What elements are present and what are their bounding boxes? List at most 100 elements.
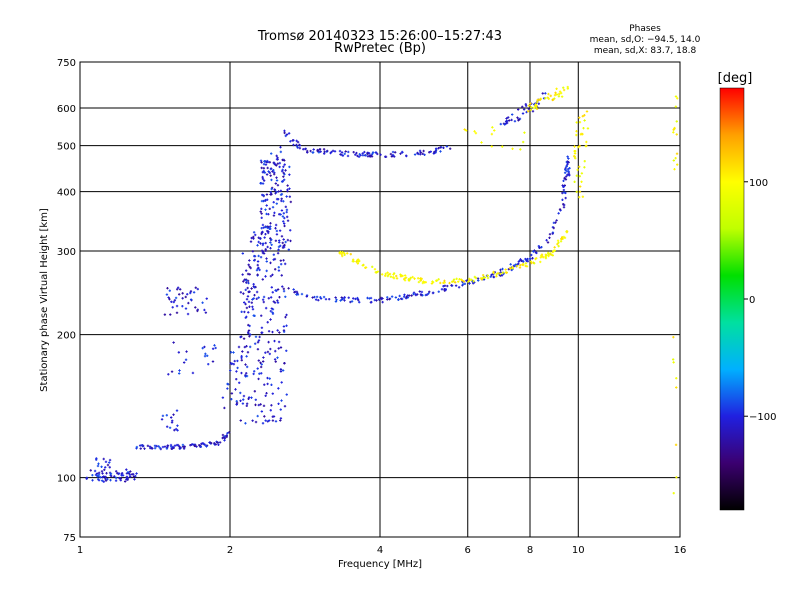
- data-point-x-mode: [583, 119, 586, 122]
- data-point-o-mode: [400, 150, 404, 154]
- data-point-o-mode: [405, 295, 408, 299]
- data-point-o-mode: [189, 291, 192, 295]
- data-point-o-mode: [322, 152, 326, 155]
- data-point-o-mode: [274, 360, 277, 363]
- data-point-o-mode: [285, 208, 289, 212]
- data-point-o-mode: [169, 443, 173, 447]
- data-point-x-mode: [676, 97, 679, 100]
- data-point-o-mode: [318, 148, 322, 151]
- data-point-o-mode: [265, 193, 269, 196]
- data-point-o-mode: [465, 279, 468, 282]
- data-point-o-mode: [566, 163, 569, 166]
- data-point-o-mode: [317, 151, 321, 154]
- data-point-o-mode: [184, 295, 187, 299]
- data-point-x-mode: [490, 132, 494, 136]
- data-point-o-mode: [379, 153, 382, 156]
- data-point-o-mode: [260, 207, 263, 211]
- data-point-o-mode: [555, 219, 558, 222]
- data-point-o-mode: [548, 232, 552, 236]
- data-point-o-mode: [389, 152, 393, 156]
- data-point-o-mode: [269, 225, 272, 228]
- data-point-x-mode: [559, 240, 563, 243]
- data-point-x-mode: [675, 133, 678, 136]
- data-point-x-mode: [505, 271, 508, 274]
- data-point-o-mode: [256, 341, 260, 344]
- data-point-o-mode: [236, 366, 239, 370]
- data-point-o-mode: [275, 202, 278, 205]
- data-point-x-mode: [380, 273, 384, 276]
- data-point-o-mode: [253, 293, 256, 297]
- data-point-x-mode: [339, 250, 342, 254]
- data-point-o-mode: [457, 286, 461, 289]
- data-point-o-mode: [245, 365, 249, 369]
- data-point-x-mode: [572, 154, 576, 158]
- data-point-o-mode: [93, 469, 97, 473]
- data-point-o-mode: [322, 295, 326, 299]
- data-point-o-mode: [283, 262, 287, 266]
- data-point-o-mode: [250, 396, 253, 399]
- data-point-x-mode: [386, 271, 389, 274]
- data-point-o-mode: [275, 157, 279, 161]
- data-point-o-mode: [257, 377, 260, 381]
- data-point-o-mode: [252, 254, 256, 258]
- data-point-o-mode: [271, 291, 274, 294]
- data-point-o-mode: [246, 286, 249, 290]
- data-point-o-mode: [252, 297, 255, 300]
- data-point-x-mode: [407, 279, 411, 282]
- data-point-x-mode: [535, 107, 539, 111]
- data-point-o-mode: [165, 414, 169, 417]
- data-point-x-mode: [479, 277, 483, 280]
- data-point-x-mode: [473, 275, 477, 279]
- data-point-o-mode: [277, 387, 280, 390]
- data-point-o-mode: [244, 374, 247, 377]
- data-point-o-mode: [261, 175, 264, 179]
- data-point-o-mode: [257, 254, 260, 258]
- data-point-o-mode: [419, 153, 422, 156]
- data-point-o-mode: [251, 308, 255, 311]
- data-point-o-mode: [214, 346, 217, 350]
- data-point-o-mode: [126, 477, 129, 480]
- data-point-o-mode: [259, 361, 262, 364]
- data-point-o-mode: [326, 149, 329, 153]
- data-point-o-mode: [153, 444, 157, 447]
- data-point-o-mode: [273, 211, 276, 215]
- data-point-o-mode: [264, 232, 267, 236]
- data-point-o-mode: [316, 149, 319, 153]
- data-point-x-mode: [340, 252, 343, 256]
- data-point-o-mode: [239, 399, 242, 403]
- stats-o-phase: mean, sd,O: −94.5, 14.0: [590, 35, 701, 45]
- data-point-o-mode: [274, 227, 277, 230]
- data-point-o-mode: [95, 458, 98, 461]
- data-point-o-mode: [250, 301, 254, 304]
- data-point-o-mode: [508, 119, 511, 122]
- data-point-o-mode: [256, 263, 259, 267]
- data-point-o-mode: [256, 414, 259, 418]
- data-point-o-mode: [278, 165, 281, 169]
- data-point-o-mode: [132, 475, 136, 478]
- data-point-o-mode: [252, 314, 255, 317]
- data-point-x-mode: [364, 266, 368, 269]
- y-tick-label: 200: [57, 331, 76, 342]
- data-point-o-mode: [146, 444, 150, 448]
- data-point-o-mode: [565, 165, 568, 168]
- data-point-x-mode: [583, 159, 586, 163]
- data-point-o-mode: [176, 286, 180, 289]
- data-point-o-mode: [405, 154, 408, 158]
- data-point-o-mode: [233, 359, 236, 363]
- data-point-o-mode: [315, 295, 319, 299]
- data-point-o-mode: [94, 473, 98, 477]
- chart-title: Tromsø 20140323 15:26:00–15:27:43: [257, 29, 502, 44]
- data-point-o-mode: [272, 172, 276, 176]
- data-point-x-mode: [532, 262, 536, 265]
- data-point-x-mode: [490, 145, 494, 148]
- data-point-x-mode: [529, 260, 533, 263]
- data-point-x-mode: [585, 144, 588, 148]
- data-point-o-mode: [407, 294, 411, 297]
- data-point-o-mode: [173, 428, 176, 432]
- data-point-x-mode: [467, 280, 470, 283]
- data-point-x-mode: [458, 278, 461, 281]
- data-point-o-mode: [114, 470, 118, 473]
- data-point-o-mode: [264, 208, 267, 211]
- data-point-o-mode: [278, 331, 281, 334]
- data-point-x-mode: [443, 279, 446, 283]
